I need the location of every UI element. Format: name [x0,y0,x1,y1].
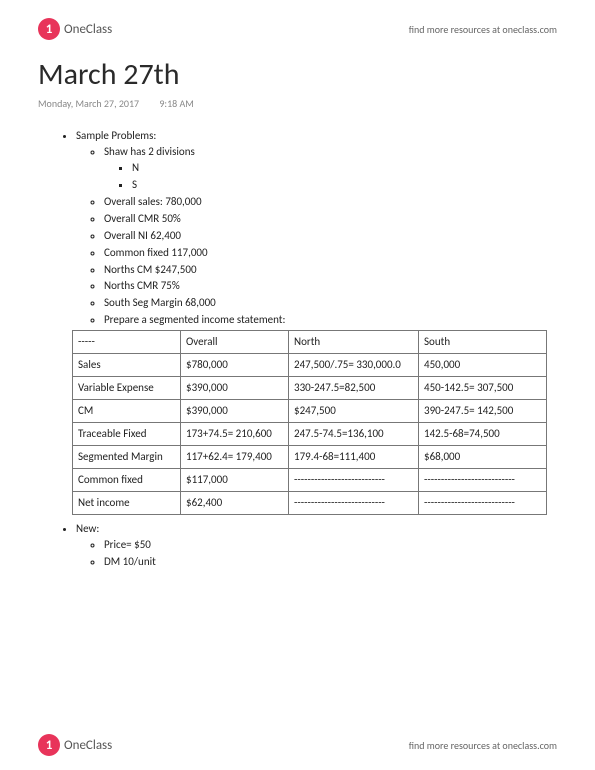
table-cell: 247.5-74.5=136,100 [289,423,419,446]
date-text: Monday, March 27, 2017 [38,97,139,110]
logo-icon: 1 [38,18,60,40]
table-cell: Variable Expense [73,377,181,400]
logo-text: OneClass [64,22,112,37]
page-footer: 1 OneClass find more resources at onecla… [38,734,557,756]
table-cell: $68,000 [419,445,547,468]
table-cell: 179.4-68=111,400 [289,445,419,468]
table-row: Sales $780,000 247,500/.75= 330,000.0 45… [73,354,547,377]
table-cell: Overall [181,331,289,354]
table-cell: 330-247.5=82,500 [289,377,419,400]
table-cell: $62,400 [181,491,289,514]
text: New: [76,522,99,535]
list-item: Norths CMR 75% [104,278,557,294]
table-row: Variable Expense $390,000 330-247.5=82,5… [73,377,547,400]
table-cell: 450,000 [419,354,547,377]
logo-icon: 1 [38,734,60,756]
footer-logo-text: OneClass [64,738,112,753]
table-cell: Net income [73,491,181,514]
page-subtitle: Monday, March 27, 2017 9:18 AM [38,97,557,110]
table-row: Common fixed $117,000 ------------------… [73,468,547,491]
table-cell: North [289,331,419,354]
table-cell: --------------------------- [289,491,419,514]
footer-logo: 1 OneClass [38,734,112,756]
header-link[interactable]: find more resources at oneclass.com [409,23,557,36]
list-item: Price= $50 [104,537,557,553]
logo: 1 OneClass [38,18,112,40]
list-item: N [132,160,557,176]
page-header: 1 OneClass find more resources at onecla… [38,18,557,40]
table-cell: $247,500 [289,400,419,423]
table-cell: $390,000 [181,377,289,400]
list-item: Shaw has 2 divisions N S [104,144,557,193]
table-cell: --------------------------- [419,491,547,514]
table-cell: CM [73,400,181,423]
table-cell: South [419,331,547,354]
table-cell: Common fixed [73,468,181,491]
time-text: 9:18 AM [159,97,193,110]
list-item: DM 10/unit [104,554,557,570]
table-cell: 173+74.5= 210,600 [181,423,289,446]
table-cell: Segmented Margin [73,445,181,468]
list-item: Overall sales: 780,000 [104,194,557,210]
list-item: Overall CMR 50% [104,211,557,227]
table-cell: 117+62.4= 179,400 [181,445,289,468]
text: Sample Problems: [76,129,156,142]
list-item: South Seg Margin 68,000 [104,295,557,311]
table-row: Traceable Fixed 173+74.5= 210,600 247.5-… [73,423,547,446]
page-title: March 27th [38,56,557,93]
list-item: Overall NI 62,400 [104,228,557,244]
table-row: Net income $62,400 ---------------------… [73,491,547,514]
table-cell: Traceable Fixed [73,423,181,446]
segmented-income-table: ----- Overall North South Sales $780,000… [72,330,547,515]
table-cell: --------------------------- [419,468,547,491]
table-cell: --------------------------- [289,468,419,491]
table-cell: 247,500/.75= 330,000.0 [289,354,419,377]
table-cell: ----- [73,331,181,354]
table-cell: $390,000 [181,400,289,423]
table-row: Segmented Margin 117+62.4= 179,400 179.4… [73,445,547,468]
content-area: Sample Problems: Shaw has 2 divisions N … [38,128,557,570]
table-cell: $780,000 [181,354,289,377]
table-cell: $117,000 [181,468,289,491]
list-item: Sample Problems: Shaw has 2 divisions N … [76,128,557,328]
footer-link[interactable]: find more resources at oneclass.com [409,739,557,752]
table-cell: 142.5-68=74,500 [419,423,547,446]
list-item: Prepare a segmented income statement: [104,312,557,328]
table-row: CM $390,000 $247,500 390-247.5= 142,500 [73,400,547,423]
text: Shaw has 2 divisions [104,145,195,158]
table-cell: 450-142.5= 307,500 [419,377,547,400]
table-header-row: ----- Overall North South [73,331,547,354]
table-cell: 390-247.5= 142,500 [419,400,547,423]
list-item: Norths CM $247,500 [104,262,557,278]
table-cell: Sales [73,354,181,377]
list-item: New: Price= $50 DM 10/unit [76,521,557,570]
list-item: S [132,177,557,193]
list-item: Common fixed 117,000 [104,245,557,261]
